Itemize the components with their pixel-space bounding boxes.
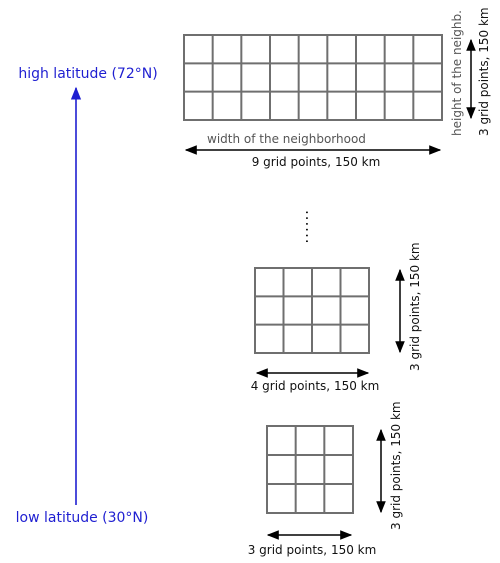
grid-9x3: [183, 34, 443, 121]
grid1-width-value: 9 grid points, 150 km: [252, 155, 381, 169]
high-latitude-label: high latitude (72°N): [18, 66, 157, 82]
grid-outline: [183, 34, 443, 121]
grid3-height-value: 3 grid points, 150 km: [389, 401, 403, 530]
ellipsis: ......: [302, 210, 320, 245]
grid3-width-value: 3 grid points, 150 km: [248, 543, 377, 557]
grid-4x3: [254, 267, 370, 354]
grid2-width-value: 4 grid points, 150 km: [251, 379, 380, 393]
grid-outline: [266, 425, 354, 514]
low-latitude-label: low latitude (30°N): [16, 510, 149, 526]
grid2-height-value: 3 grid points, 150 km: [408, 242, 422, 371]
height-of-neighborhood-label: height of the neighb.: [450, 10, 464, 136]
grid-3x3: [266, 425, 354, 514]
width-of-neighborhood-label: width of the neighborhood: [207, 132, 366, 146]
grid1-height-value: 3 grid points, 150 km: [477, 7, 491, 136]
